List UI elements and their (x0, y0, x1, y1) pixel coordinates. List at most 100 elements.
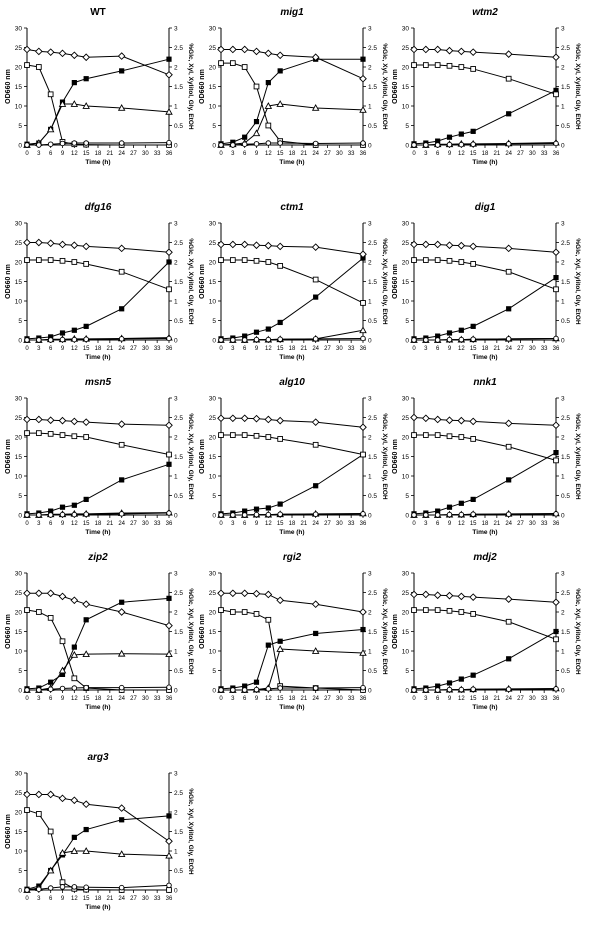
data-point-open-diamond (421, 240, 430, 249)
x-tick-label: 36 (360, 151, 367, 157)
series-line-open-square (414, 609, 557, 640)
right-tick-label: 1 (368, 299, 372, 306)
left-tick-label: 5 (405, 123, 409, 130)
data-point-filled-square (277, 68, 283, 74)
left-tick-label: 25 (15, 415, 23, 422)
data-point-open-diamond (82, 53, 91, 62)
data-point-open-square (434, 607, 441, 613)
right-tick-label: 3 (368, 221, 372, 228)
data-point-open-circle (118, 336, 125, 342)
data-point-open-diamond (457, 241, 466, 250)
x-tick-label: 24 (118, 521, 125, 527)
data-point-open-square (553, 457, 559, 464)
x-tick-label: 27 (324, 696, 331, 702)
series-line-filled-square (220, 454, 364, 515)
x-tick-label: 15 (83, 696, 90, 702)
left-tick-label: 5 (212, 493, 216, 500)
left-tick-label: 25 (402, 590, 410, 597)
left-tick-label: 20 (402, 435, 410, 442)
data-point-open-square (35, 430, 42, 436)
right-tick-label: 1.5 (174, 829, 183, 836)
y-axis-label-left: OD660 nm (199, 439, 206, 474)
data-point-open-diamond (264, 590, 273, 599)
data-point-filled-square (83, 496, 89, 502)
x-axis-label: Time (h) (279, 529, 304, 536)
y-axis-label-left: OD660 nm (5, 614, 12, 649)
data-point-open-square (360, 451, 366, 458)
left-tick-label: 25 (402, 415, 410, 422)
data-point-open-square (411, 607, 417, 613)
data-point-open-triangle (82, 847, 90, 854)
data-point-open-square (553, 636, 559, 643)
x-tick-label: 24 (312, 696, 319, 702)
data-point-filled-square (83, 617, 89, 623)
data-point-open-circle (277, 140, 283, 146)
data-point-open-diamond (58, 416, 67, 425)
x-tick-label: 9 (61, 696, 65, 702)
data-point-open-circle (423, 337, 429, 343)
data-point-open-circle (265, 336, 272, 343)
x-tick-label: 3 (424, 151, 428, 157)
right-tick-label: 3 (561, 221, 565, 228)
data-point-open-circle (230, 687, 236, 693)
x-tick-label: 15 (83, 896, 90, 902)
x-tick-label: 0 (25, 696, 29, 702)
right-tick-label: 1.5 (174, 629, 183, 636)
data-point-open-circle (218, 337, 224, 343)
x-tick-label: 15 (277, 521, 284, 527)
data-point-open-circle (47, 885, 54, 891)
data-point-filled-square (265, 505, 271, 511)
data-point-open-circle (218, 512, 224, 518)
x-tick-label: 24 (312, 521, 319, 527)
x-tick-label: 21 (300, 346, 307, 352)
y-axis-label-right: %Glc, Xyl, Xylitol, Gly, EtOH (574, 413, 581, 500)
data-point-open-circle (241, 512, 248, 518)
data-point-open-diamond (46, 416, 55, 425)
x-tick-label: 15 (470, 696, 477, 702)
right-tick-label: 1 (561, 474, 565, 481)
data-point-open-circle (166, 335, 172, 342)
x-tick-label: 9 (448, 346, 452, 352)
data-point-open-diamond (469, 593, 478, 602)
data-point-filled-square (313, 630, 319, 637)
left-tick-label: 25 (209, 415, 217, 422)
left-tick-label: 0 (405, 513, 409, 520)
x-tick-label: 3 (424, 696, 428, 702)
left-tick-label: 20 (209, 260, 217, 267)
data-point-open-diamond (445, 46, 454, 55)
data-point-open-diamond (264, 49, 273, 58)
data-point-open-circle (434, 512, 441, 518)
y-axis-label-left: OD660 nm (199, 264, 206, 299)
left-tick-label: 25 (209, 590, 217, 597)
data-point-open-diamond (276, 416, 285, 425)
left-tick-label: 15 (15, 84, 23, 91)
left-tick-label: 30 (402, 396, 410, 403)
x-tick-label: 15 (470, 151, 477, 157)
x-tick-label: 12 (265, 346, 272, 352)
right-tick-label: 1 (174, 474, 178, 481)
x-tick-label: 12 (265, 521, 272, 527)
data-point-open-diamond (217, 45, 225, 54)
data-point-open-circle (470, 141, 476, 147)
x-tick-label: 9 (448, 696, 452, 702)
data-point-open-square (35, 64, 42, 70)
data-point-filled-square (71, 80, 77, 86)
data-point-open-triangle (46, 866, 55, 874)
x-tick-label: 6 (49, 696, 53, 702)
data-point-open-diamond (117, 420, 126, 428)
x-tick-label: 27 (130, 896, 137, 902)
left-tick-label: 30 (15, 396, 23, 403)
right-tick-label: 0 (368, 143, 372, 150)
x-tick-label: 33 (348, 346, 355, 352)
data-point-open-circle (230, 337, 236, 343)
right-tick-label: 2.5 (561, 240, 570, 247)
data-point-open-circle (265, 686, 272, 692)
data-point-open-circle (71, 336, 78, 343)
left-tick-label: 5 (405, 493, 409, 500)
data-point-open-circle (71, 511, 78, 518)
right-tick-label: 2.5 (174, 590, 183, 597)
right-tick-label: 1.5 (368, 454, 377, 461)
